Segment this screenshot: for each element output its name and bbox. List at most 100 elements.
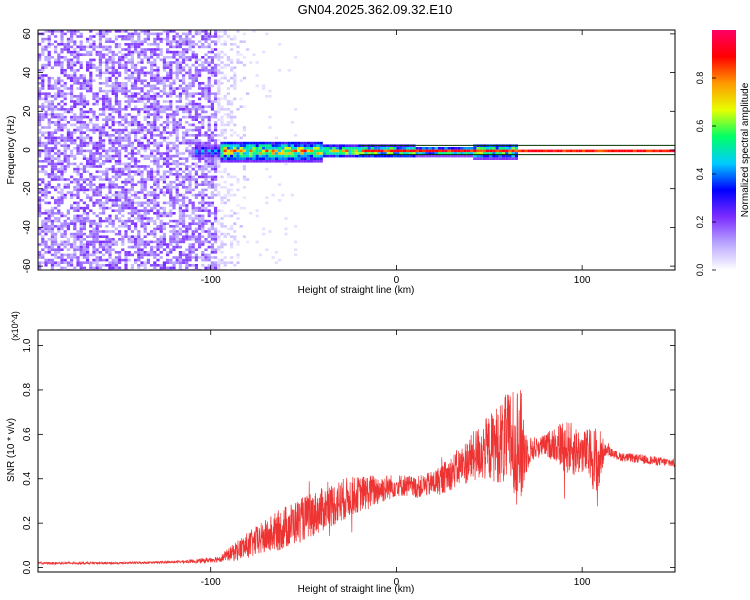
- heatmap-cell: [47, 160, 51, 163]
- heatmap-cell: [140, 253, 144, 257]
- heatmap-cell: [185, 173, 189, 176]
- heatmap-cell: [111, 108, 115, 111]
- heatmap-cell: [118, 258, 122, 262]
- heatmap-cell: [105, 84, 109, 88]
- heatmap-cell: [508, 147, 512, 150]
- heatmap-cell: [76, 183, 80, 186]
- heatmap-cell: [214, 115, 218, 119]
- heatmap-cell: [236, 141, 240, 145]
- heatmap-cell: [415, 147, 419, 150]
- heatmap-cell: [233, 235, 237, 238]
- heatmap-cell: [194, 144, 198, 147]
- heatmap-cell: [322, 147, 326, 150]
- heatmap-cell: [217, 266, 221, 270]
- heatmap-cell: [214, 92, 218, 95]
- heatmap-cell: [383, 147, 387, 150]
- heatmap-cell: [457, 149, 461, 153]
- heatmap-cell: [73, 219, 77, 223]
- heatmap-cell: [134, 243, 138, 246]
- heatmap-cell: [143, 264, 147, 267]
- heatmap-cell: [153, 139, 157, 142]
- heatmap-cell: [73, 61, 77, 64]
- heatmap-cell: [140, 209, 144, 212]
- heatmap-cell: [105, 178, 109, 181]
- heatmap-cell: [82, 178, 86, 181]
- heatmap-cell: [479, 154, 483, 158]
- heatmap-cell: [82, 186, 86, 189]
- heatmap-cell: [223, 66, 227, 69]
- heatmap-cell: [220, 35, 224, 38]
- heatmap-cell: [124, 108, 128, 111]
- heatmap-cell: [70, 74, 74, 77]
- heatmap-cell: [566, 149, 570, 153]
- heatmap-cell: [287, 144, 291, 147]
- heatmap-cell: [50, 56, 54, 59]
- heatmap-cell: [130, 219, 134, 223]
- heatmap-cell: [111, 141, 115, 145]
- heatmap-cell: [140, 147, 144, 150]
- heatmap-cell: [294, 248, 298, 251]
- heatmap-cell: [191, 79, 195, 82]
- heatmap-cell: [50, 240, 54, 244]
- heatmap-cell: [114, 183, 118, 186]
- heatmap-cell: [217, 170, 221, 173]
- heatmap-cell: [82, 149, 86, 153]
- heatmap-cell: [98, 222, 102, 225]
- heatmap-cell: [194, 71, 198, 75]
- heatmap-cell: [111, 40, 115, 43]
- heatmap-cell: [540, 149, 544, 153]
- heatmap-cell: [175, 121, 179, 124]
- heatmap-cell: [79, 225, 83, 228]
- heatmap-cell: [204, 206, 208, 210]
- heatmap-cell: [73, 188, 77, 192]
- heatmap-cell: [76, 245, 80, 249]
- heatmap-cell: [79, 118, 83, 121]
- heatmap-cell: [239, 206, 243, 210]
- heatmap-cell: [41, 48, 45, 51]
- colorbar-ticks: 0.00.20.40.60.8: [695, 72, 716, 276]
- heatmap-cell: [150, 32, 154, 36]
- heatmap-cell: [230, 209, 234, 212]
- heatmap-cell: [130, 141, 134, 145]
- heatmap-cell: [121, 222, 125, 225]
- heatmap-cell: [47, 95, 51, 98]
- heatmap-cell: [66, 264, 70, 267]
- heatmap-cell: [201, 123, 205, 127]
- heatmap-cell: [262, 227, 266, 231]
- heatmap-cell: [105, 173, 109, 176]
- heatmap-cell: [178, 66, 182, 69]
- heatmap-cell: [159, 37, 163, 41]
- heatmap-cell: [66, 222, 70, 225]
- heatmap-cell: [166, 108, 170, 111]
- heatmap-cell: [86, 84, 90, 88]
- heatmap-cell: [354, 149, 358, 153]
- heatmap-cell: [172, 266, 176, 270]
- heatmap-cell: [156, 157, 160, 160]
- heatmap-cell: [559, 149, 563, 153]
- spectrogram-y-label: Frequency (Hz): [6, 116, 17, 185]
- heatmap-cell: [271, 154, 275, 158]
- heatmap-cell: [335, 147, 339, 150]
- heatmap-cell: [370, 149, 374, 153]
- heatmap-cell: [175, 152, 179, 155]
- heatmap-cell: [169, 157, 173, 160]
- heatmap-cell: [130, 115, 134, 119]
- heatmap-cell: [188, 100, 192, 103]
- heatmap-cell: [188, 201, 192, 205]
- heatmap-cell: [486, 157, 490, 160]
- heatmap-cell: [137, 113, 141, 116]
- heatmap-cell: [66, 212, 70, 215]
- heatmap-cell: [44, 196, 48, 199]
- heatmap-cell: [102, 240, 106, 244]
- heatmap-cell: [124, 251, 128, 254]
- heatmap-cell: [118, 141, 122, 145]
- heatmap-cell: [204, 131, 208, 134]
- heatmap-cell: [140, 214, 144, 218]
- heatmap-cell: [60, 128, 64, 132]
- heatmap-cell: [447, 147, 451, 150]
- heatmap-cell: [105, 196, 109, 199]
- heatmap-cell: [70, 118, 74, 121]
- heatmap-cell: [156, 110, 160, 114]
- heatmap-cell: [63, 58, 67, 62]
- heatmap-cell: [38, 170, 42, 173]
